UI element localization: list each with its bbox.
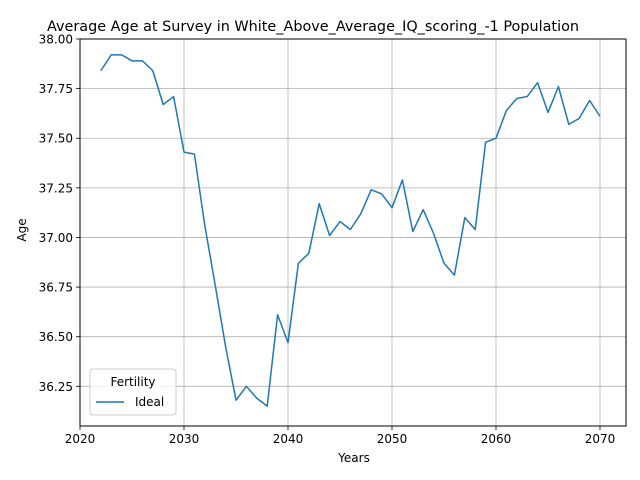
x-tick-label: 2040 bbox=[273, 432, 304, 446]
legend-title: Fertility bbox=[110, 375, 155, 389]
grid-lines bbox=[79, 38, 626, 426]
plot-area bbox=[79, 38, 627, 427]
legend-item-label: Ideal bbox=[135, 395, 164, 409]
x-tick-label: 2050 bbox=[377, 432, 408, 446]
chart-title: Average Age at Survey in White_Above_Ave… bbox=[47, 19, 579, 35]
y-tick-label: 37.00 bbox=[39, 231, 73, 245]
y-tick-label: 37.25 bbox=[39, 181, 73, 195]
y-tick-label: 38.00 bbox=[39, 33, 73, 47]
x-tick-label: 2060 bbox=[481, 432, 512, 446]
y-tick-label: 36.25 bbox=[39, 380, 73, 394]
x-tick-label: 2030 bbox=[169, 432, 200, 446]
legend-box bbox=[89, 368, 177, 416]
series-lines bbox=[100, 54, 601, 407]
x-tick-label: 2020 bbox=[65, 432, 96, 446]
x-axis-label: Years bbox=[337, 451, 370, 465]
y-axis-ticks: 36.25 36.50 36.75 37.00 37.25 37.50 37.75 38.00 bbox=[39, 33, 80, 394]
legend: Fertility Ideal bbox=[89, 368, 177, 416]
y-tick-label: 37.75 bbox=[39, 82, 73, 96]
x-axis-ticks: 2020 2030 2040 2050 2060 2070 bbox=[65, 426, 616, 446]
y-axis-label: Age bbox=[15, 218, 29, 241]
y-tick-label: 36.75 bbox=[39, 281, 73, 295]
series-line-ideal bbox=[100, 54, 601, 407]
x-tick-label: 2070 bbox=[585, 432, 616, 446]
y-tick-label: 37.50 bbox=[39, 132, 73, 146]
y-tick-label: 36.50 bbox=[39, 330, 73, 344]
